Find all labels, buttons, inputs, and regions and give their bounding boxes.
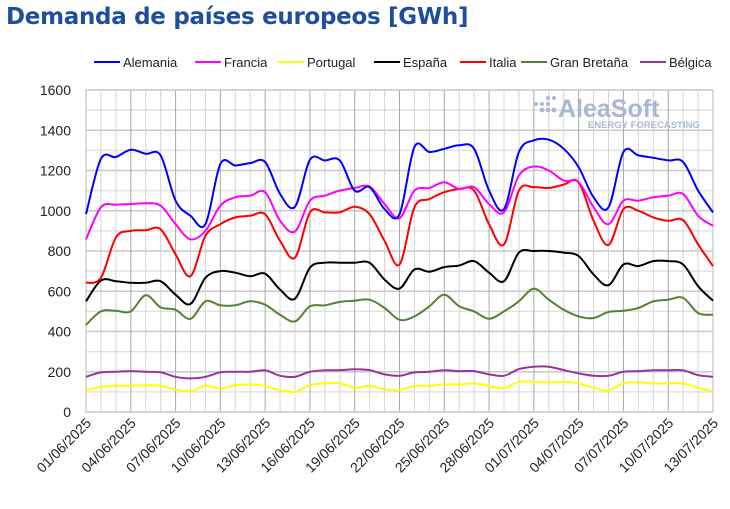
- chart-title: Demanda de países europeos [GWh]: [6, 4, 469, 30]
- y-tick-label: 1000: [40, 203, 71, 219]
- logo-dot: [551, 107, 557, 113]
- x-axis: 01/06/202504/06/202507/06/202510/06/2025…: [33, 415, 721, 476]
- watermark-brand: AleaSoft: [558, 95, 660, 123]
- y-tick-label: 200: [48, 364, 72, 380]
- legend-label: Italia: [489, 55, 517, 70]
- y-tick-label: 800: [48, 243, 72, 259]
- series-line-gran-bretaña: [85, 287, 714, 326]
- logo-dot: [546, 96, 550, 100]
- series-line-italia: [85, 178, 714, 284]
- logo-dot: [552, 96, 556, 100]
- series-line-alemania: [85, 137, 714, 229]
- legend: Alemania Francia Portugal España Italia Gran …: [94, 55, 712, 70]
- logo-dot: [545, 107, 551, 113]
- grid: [85, 89, 714, 413]
- series-lines: [85, 137, 714, 394]
- legend-label: Alemania: [123, 55, 178, 70]
- y-tick-label: 600: [48, 283, 72, 299]
- watermark-tagline: ENERGY FORECASTING: [588, 120, 700, 131]
- series-line-bélgica: [85, 365, 714, 380]
- plot-border: [85, 89, 714, 413]
- y-tick-label: 0: [63, 404, 71, 420]
- y-tick-label: 1400: [40, 122, 71, 138]
- y-tick-label: 1200: [40, 163, 71, 179]
- series-line-portugal: [85, 380, 714, 394]
- legend-label: Bélgica: [669, 55, 712, 70]
- y-axis: 0 200 400 600 800 1000 1200 1400 1600: [40, 82, 71, 420]
- legend-label: Gran Bretaña: [550, 55, 629, 70]
- logo-dot: [539, 107, 545, 113]
- y-tick-label: 400: [48, 324, 72, 340]
- logo-dot: [546, 102, 550, 106]
- legend-label: Francia: [224, 55, 268, 70]
- legend-label: Portugal: [307, 55, 356, 70]
- series-line-francia: [85, 165, 714, 241]
- y-tick-label: 1600: [40, 82, 71, 98]
- logo-dot: [534, 102, 538, 106]
- legend-label: España: [403, 55, 448, 70]
- logo-dot: [540, 102, 544, 106]
- series-line-españa: [85, 248, 714, 306]
